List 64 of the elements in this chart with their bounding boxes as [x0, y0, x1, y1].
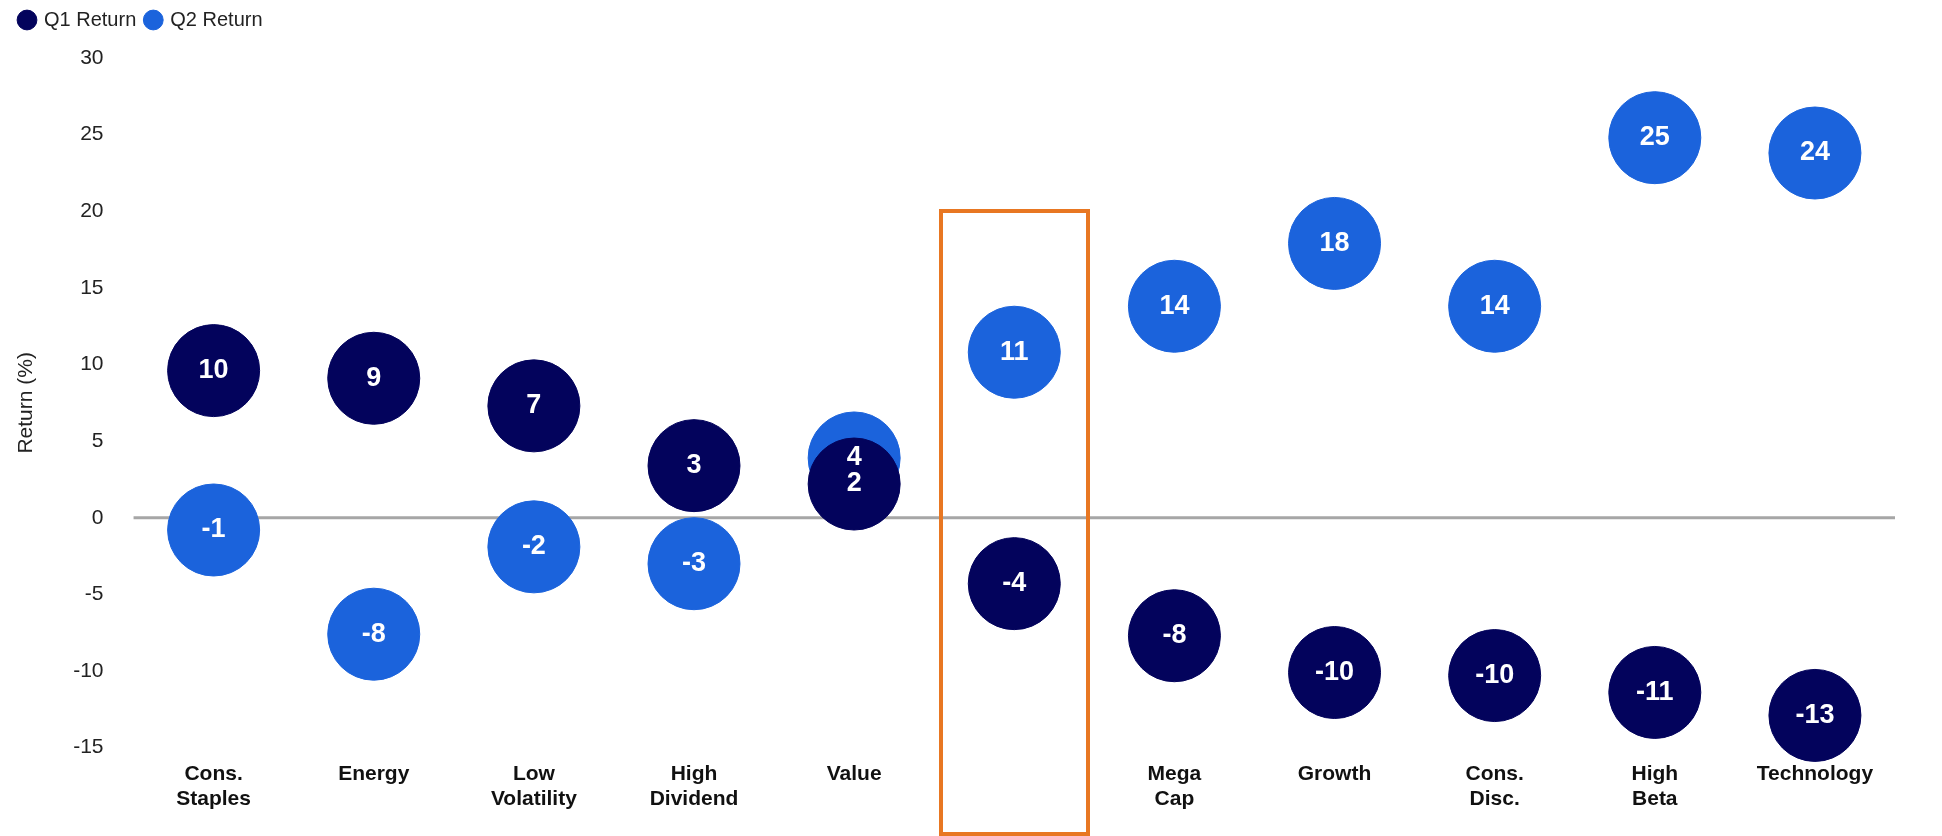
point [327, 331, 421, 425]
legend-label: Q1 Return [44, 7, 137, 30]
data-label: 24 [1799, 136, 1830, 167]
data-label: -13 [1795, 698, 1835, 729]
data-label: 18 [1319, 226, 1350, 257]
point [167, 324, 261, 418]
x-tick-label: Value [826, 761, 882, 784]
point [967, 305, 1061, 399]
x-tick-label: Energy [338, 761, 410, 784]
x-tick-label: Cons. Disc. [1465, 761, 1524, 810]
data-label: 7 [526, 389, 542, 420]
point [1127, 259, 1221, 353]
data-label: -4 [1002, 567, 1027, 598]
x-tick-label: Technology [1756, 761, 1874, 784]
point [487, 500, 581, 594]
x-tick-label: High Dividend [649, 761, 739, 810]
data-label: -8 [361, 617, 386, 648]
y-tick-label: 0 [91, 504, 104, 528]
legend-label: Q2 Return [170, 7, 263, 30]
point [1608, 91, 1702, 185]
data-label: -10 [1315, 655, 1355, 686]
data-label: -3 [682, 547, 707, 578]
data-label: 3 [686, 449, 702, 480]
point [1768, 668, 1862, 762]
point [1127, 589, 1221, 683]
data-label: 14 [1479, 289, 1510, 320]
x-tick-label: Mega Cap [1147, 761, 1202, 810]
point [807, 437, 901, 531]
data-label: 9 [366, 361, 382, 392]
y-tick-label: -10 [73, 657, 104, 681]
point [1768, 106, 1862, 200]
x-tick-label: Low Volatility [490, 761, 578, 810]
x-tick-label: Growth [1297, 761, 1372, 784]
data-label: -10 [1475, 659, 1515, 690]
point [1288, 196, 1382, 290]
y-tick-label: -5 [84, 581, 104, 605]
y-tick-label: 10 [80, 351, 104, 375]
point [647, 419, 741, 513]
point [1448, 629, 1542, 723]
y-tick-label: 5 [91, 427, 104, 451]
data-label: -2 [521, 530, 546, 561]
point [1288, 626, 1382, 720]
point [967, 537, 1061, 631]
point [167, 483, 261, 577]
data-label: 25 [1639, 121, 1670, 152]
data-label: 11 [1000, 335, 1029, 366]
point [327, 587, 421, 681]
y-axis-title: Return (%) [13, 352, 37, 454]
y-tick-label: -15 [73, 734, 104, 758]
point [1448, 259, 1542, 353]
y-tick-label: 30 [80, 44, 104, 68]
data-label: -8 [1162, 619, 1187, 650]
data-label: -11 [1636, 675, 1674, 706]
point [647, 517, 741, 611]
x-tick-label: Cons. Staples [176, 761, 251, 810]
data-label: -1 [201, 513, 226, 544]
point [487, 359, 581, 453]
y-tick-label: 25 [80, 121, 104, 145]
y-tick-label: 15 [80, 274, 104, 298]
y-tick-label: 20 [80, 198, 104, 222]
data-label: 14 [1159, 289, 1190, 320]
point [1608, 645, 1702, 739]
x-tick-label: High Beta [1631, 761, 1679, 810]
data-label: 10 [198, 354, 229, 385]
